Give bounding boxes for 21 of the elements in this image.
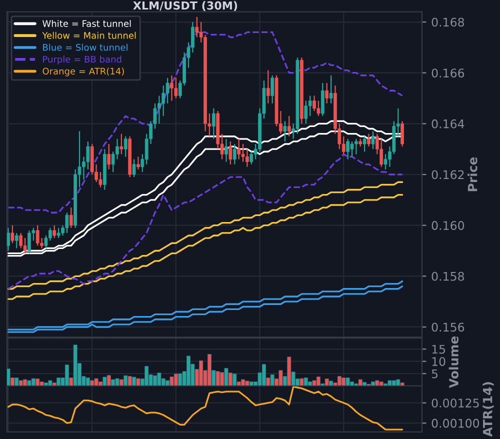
legend-label: Yellow = Main tunnel [42, 32, 136, 39]
y-tick-label: 0.162 [432, 170, 464, 180]
y-tick-label: 0.156 [432, 322, 464, 332]
chart-title: XLM/USDT (30M) [133, 1, 238, 12]
y-tick-label: 0.166 [432, 68, 464, 78]
y-tick-label: 0.158 [432, 272, 464, 281]
y-axis-title: Price [468, 157, 478, 192]
legend-label: Purple = BB band [43, 56, 122, 64]
legend-label: Blue = Slow tunnel [43, 44, 128, 51]
y-tick-label: 0.164 [432, 119, 464, 128]
y-tick-label: 0.168 [432, 18, 464, 27]
y-tick-label: 0.00100 [432, 418, 480, 428]
legend-label: White = Fast tunnel [42, 20, 131, 27]
y-axis-title: Volume [448, 336, 459, 388]
y-tick-label: 10 [432, 357, 446, 366]
y-tick-label: 0.00125 [432, 398, 479, 408]
y-tick-label: 0.160 [432, 221, 464, 230]
y-tick-label: 5 [432, 369, 438, 378]
y-axis-title: ATR(14) [482, 382, 494, 437]
y-tick-label: 15 [432, 344, 446, 354]
legend-label: Orange = ATR(14) [42, 68, 124, 76]
